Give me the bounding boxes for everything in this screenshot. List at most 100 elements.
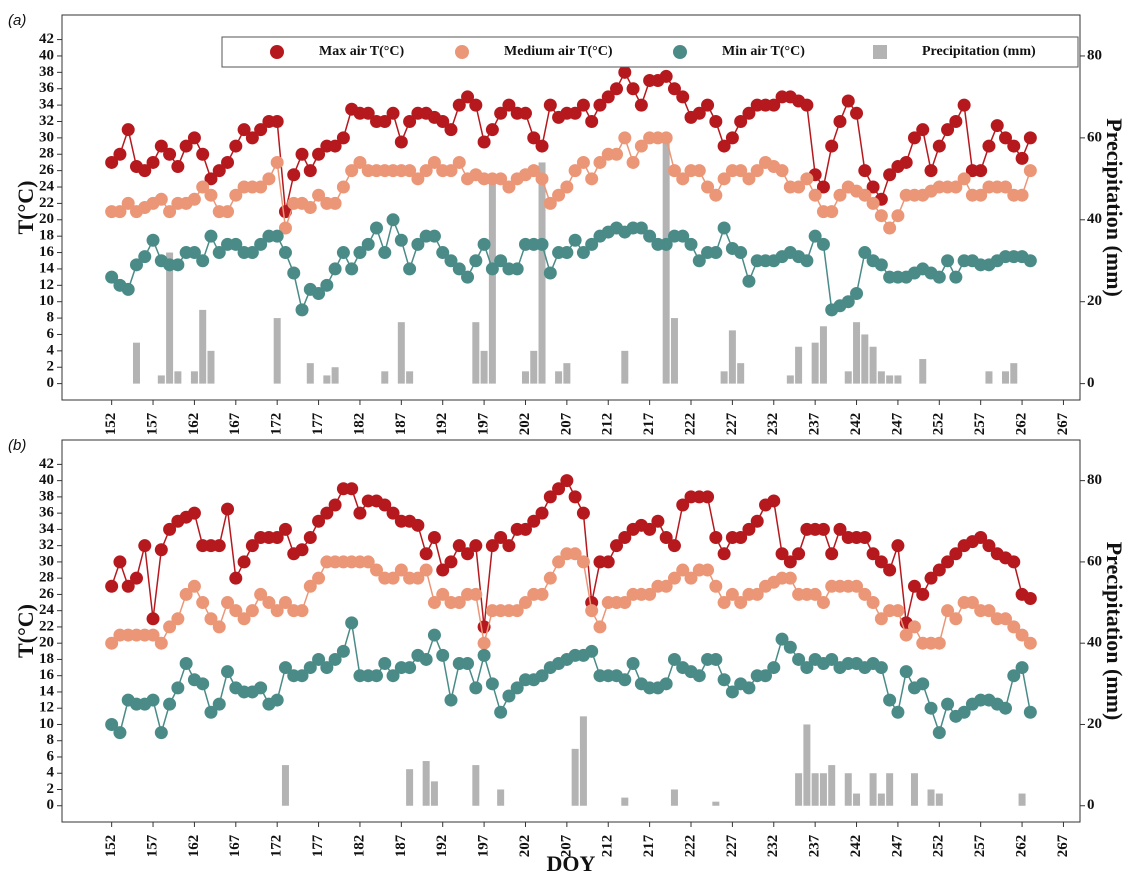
series-point [370, 221, 384, 235]
series-point [874, 661, 888, 675]
series-point [187, 192, 201, 206]
y-tick-label: 12 [39, 277, 54, 293]
precip-bar [886, 773, 894, 806]
series-point [866, 180, 880, 194]
series-point [502, 180, 516, 194]
precip-bar [811, 342, 819, 384]
x-tick-label: 187 [393, 834, 409, 857]
series-point [701, 98, 715, 112]
precip-bar [132, 342, 140, 384]
y-tick-label: 10 [39, 293, 54, 309]
series-point [717, 596, 731, 610]
series-point [543, 490, 557, 504]
series-point [245, 539, 259, 553]
series-point [684, 237, 698, 251]
x-tick-label: 222 [682, 413, 698, 436]
series-point [634, 98, 648, 112]
series-point [212, 246, 226, 260]
series-point [179, 139, 193, 153]
series-point [618, 596, 632, 610]
series-point [1007, 669, 1021, 683]
series-point [775, 547, 789, 561]
x-tick-label: 197 [476, 834, 492, 857]
series-point [825, 139, 839, 153]
series-point [386, 213, 400, 227]
series-point [361, 555, 375, 569]
series-point [278, 661, 292, 675]
series-point [924, 571, 938, 585]
series-point [328, 139, 342, 153]
series-point [146, 612, 160, 626]
series-point [452, 155, 466, 169]
series-point [196, 180, 210, 194]
y2-tick-label: 80 [1087, 47, 1102, 63]
precip-bar [811, 773, 819, 806]
x-tick-label: 262 [1014, 413, 1030, 436]
x-tick-label: 177 [310, 412, 326, 435]
series-point [386, 669, 400, 683]
series-point [701, 180, 715, 194]
series-point [907, 579, 921, 593]
x-tick-label: 162 [186, 835, 202, 858]
series-point [734, 114, 748, 128]
series-point [378, 114, 392, 128]
series-point [494, 106, 508, 120]
series-point [436, 563, 450, 577]
series-point [816, 596, 830, 610]
series-point [212, 539, 226, 553]
precip-bar [786, 375, 794, 384]
series-point [949, 612, 963, 626]
series-point [833, 188, 847, 202]
x-tick-label: 232 [765, 413, 781, 436]
x-tick-label: 157 [144, 412, 160, 435]
series-point [270, 531, 284, 545]
series-point [800, 172, 814, 186]
y-axis-title: T(°C) [13, 604, 38, 658]
series-point [659, 677, 673, 691]
precip-bar [157, 375, 165, 384]
series-point [833, 522, 847, 536]
series-point [808, 229, 822, 243]
series-point [518, 106, 532, 120]
legend: Max air T(°C) Medium air T(°C) Min air T(°… [221, 36, 1079, 68]
series-point [626, 82, 640, 96]
y-tick-label: 22 [39, 618, 54, 634]
x-tick-label: 242 [848, 835, 864, 858]
series-point [932, 636, 946, 650]
precip-bar [555, 371, 563, 384]
legend-swatch [455, 45, 469, 59]
y-tick-label: 32 [39, 113, 54, 129]
series-point [494, 172, 508, 186]
y2-axis-title: Precipitation (mm) [1102, 118, 1127, 297]
series-point [278, 246, 292, 260]
precip-bar [579, 716, 587, 806]
series-point [717, 673, 731, 687]
precip-bar [803, 724, 811, 806]
series-point [403, 262, 417, 276]
y2-axis-title: Precipitation (mm) [1102, 542, 1127, 721]
precip-bar [720, 371, 728, 384]
y-tick-label: 0 [47, 375, 55, 391]
series-point [229, 571, 243, 585]
series-point [229, 237, 243, 251]
x-tick-label: 177 [310, 834, 326, 857]
series-point [229, 139, 243, 153]
precip-bar [861, 334, 869, 384]
precip-bar [927, 789, 935, 806]
series-point [1023, 591, 1037, 605]
series-point [692, 164, 706, 178]
series-point [187, 506, 201, 520]
precip-bar [670, 318, 678, 384]
series-point [676, 172, 690, 186]
series-point [1023, 164, 1037, 178]
series-point [543, 98, 557, 112]
series-point [643, 229, 657, 243]
series-point [312, 188, 326, 202]
series-point [576, 555, 590, 569]
series-point [585, 172, 599, 186]
x-tick-label: 257 [972, 412, 988, 435]
precip-bar [472, 322, 480, 384]
series-point [535, 139, 549, 153]
series-point [336, 246, 350, 260]
series-point [1007, 620, 1021, 634]
